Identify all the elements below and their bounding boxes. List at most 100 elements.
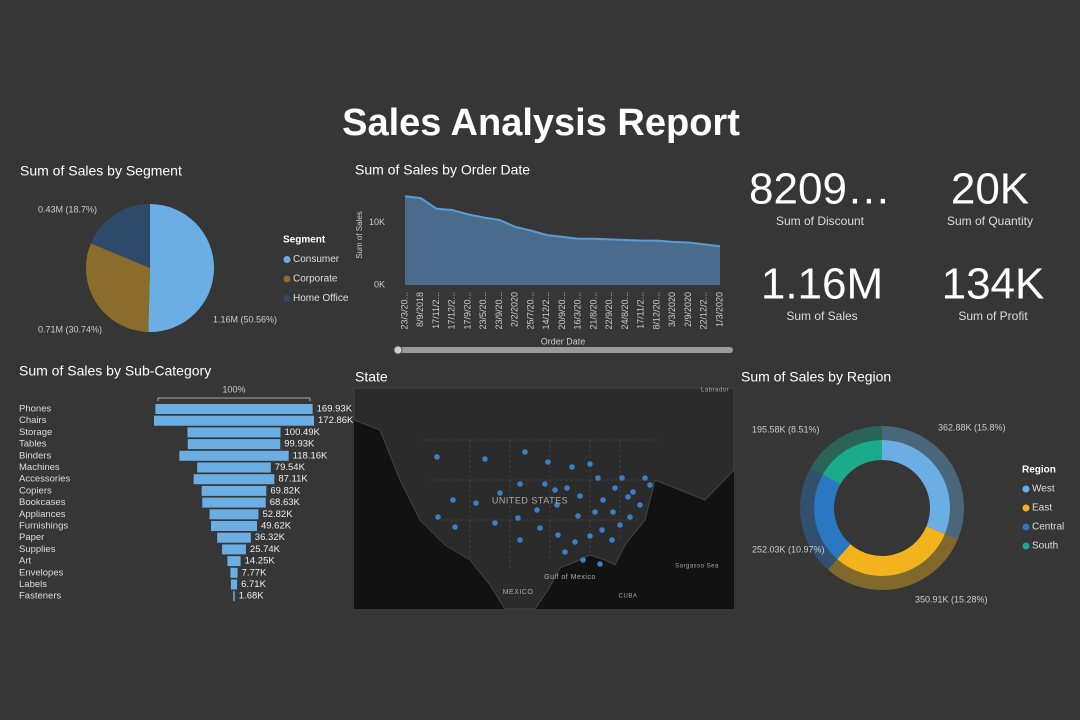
category-label: Appliances [19, 509, 66, 520]
data-label: 350.91K (15.28%) [915, 594, 988, 604]
data-label: 79.54K [275, 462, 306, 473]
map-marker [435, 514, 441, 520]
bar [179, 450, 289, 461]
map-marker [497, 490, 503, 496]
data-label: 1.68K [239, 591, 264, 602]
category-label: Bookcases [19, 497, 66, 508]
data-label: 172.86K [318, 415, 354, 426]
panel-title: Sum of Sales by Order Date [355, 162, 530, 178]
legend-title: Segment [283, 235, 326, 246]
data-label: 87.11K [278, 474, 308, 485]
bar [233, 591, 235, 602]
map-marker [482, 456, 488, 462]
scroll-handle[interactable] [393, 345, 403, 355]
x-tick-label: 14/12/2... [541, 292, 551, 330]
data-label: 118.16K [293, 450, 328, 461]
y-tick-label: 0K [374, 279, 385, 289]
bar [230, 567, 238, 578]
data-label: 252.03K (10.97%) [752, 544, 825, 554]
data-label: 25.74K [250, 544, 281, 555]
panel-title: Sum of Sales by Segment [20, 163, 182, 179]
map-marker [592, 509, 598, 515]
donut-segment [814, 474, 851, 560]
donut-segment [882, 440, 951, 535]
map-marker [542, 481, 548, 487]
x-tick-label: 21/8/20... [588, 292, 598, 330]
map-marker [545, 459, 551, 465]
legend-label: Central [1032, 522, 1064, 533]
map-marker [450, 497, 456, 503]
panel-title: Sum of Sales by Region [741, 369, 891, 385]
bracket [157, 397, 311, 401]
data-label: 169.93K [317, 404, 353, 415]
kpi-value: 1.16M [761, 260, 883, 309]
kpi-label: Sum of Profit [958, 309, 1028, 323]
bar [230, 579, 238, 590]
x-tick-label: 17/11/2... [431, 292, 441, 329]
category-label: Labels [19, 579, 47, 590]
data-label: 68.63K [270, 497, 301, 508]
map-label: Labrador [701, 388, 729, 394]
map-label: UNITED STATES [492, 495, 568, 505]
pie-slice [148, 204, 214, 332]
data-label: 195.58K (8.51%) [752, 424, 820, 434]
donut-segment [837, 526, 945, 576]
data-label: 0.43M (18.7%) [38, 204, 97, 214]
category-label: Chairs [19, 415, 47, 426]
data-label: 49.62K [261, 521, 292, 532]
map-marker [637, 502, 643, 508]
x-tick-label: 24/8/20... [620, 292, 630, 330]
map-marker [522, 449, 528, 455]
kpi-value: 20K [951, 165, 1029, 214]
bar [187, 427, 281, 438]
map-marker [647, 482, 653, 488]
map-marker [619, 475, 625, 481]
kpi-label: Sum of Discount [776, 214, 865, 228]
x-tick-label: 23/9/20... [494, 292, 504, 330]
map-marker [580, 557, 586, 563]
category-label: Copiers [19, 485, 52, 496]
map-marker [600, 497, 606, 503]
legend-label: Corporate [293, 274, 338, 285]
data-label: 362.88K (15.8%) [938, 422, 1006, 432]
report-title: Sales Analysis Report [342, 102, 740, 144]
map-marker [434, 454, 440, 460]
bar [222, 544, 246, 555]
map-marker [599, 527, 605, 533]
map-marker [569, 464, 575, 470]
x-tick-label: 16/3/20... [573, 292, 583, 330]
bar [202, 497, 266, 508]
panel-title: Sum of Sales by Sub-Category [19, 363, 211, 379]
bar [211, 521, 257, 531]
x-tick-label: 23/3/20... [399, 292, 409, 330]
donut-segment [822, 440, 882, 485]
map-marker [515, 515, 521, 521]
x-tick-label: 2/9/2020 [683, 292, 693, 327]
map-marker [642, 475, 648, 481]
legend-title: Region [1022, 465, 1056, 476]
map-marker [630, 489, 636, 495]
x-tick-label: 22/12/2... [699, 292, 709, 330]
legend-label: East [1032, 503, 1052, 514]
legend-swatch [283, 256, 291, 263]
category-label: Art [19, 556, 32, 567]
map-marker [610, 509, 616, 515]
x-tick-label: 22/9/20... [604, 292, 614, 330]
map-marker [517, 481, 523, 487]
legend-label: South [1032, 541, 1058, 552]
y-tick-label: 10K [369, 217, 385, 227]
data-label: 0.71M (30.74%) [38, 324, 102, 334]
map-marker [517, 537, 523, 543]
scrollbar[interactable] [395, 347, 733, 353]
borders [420, 439, 660, 570]
bar [217, 532, 251, 543]
map-marker [597, 561, 603, 567]
x-tick-label: 17/9/20... [462, 292, 472, 330]
legend-swatch [1022, 485, 1030, 493]
bar [227, 556, 241, 567]
bar [197, 462, 271, 473]
category-label: Binders [19, 450, 51, 461]
map-marker [617, 522, 623, 528]
map-marker [552, 487, 558, 493]
